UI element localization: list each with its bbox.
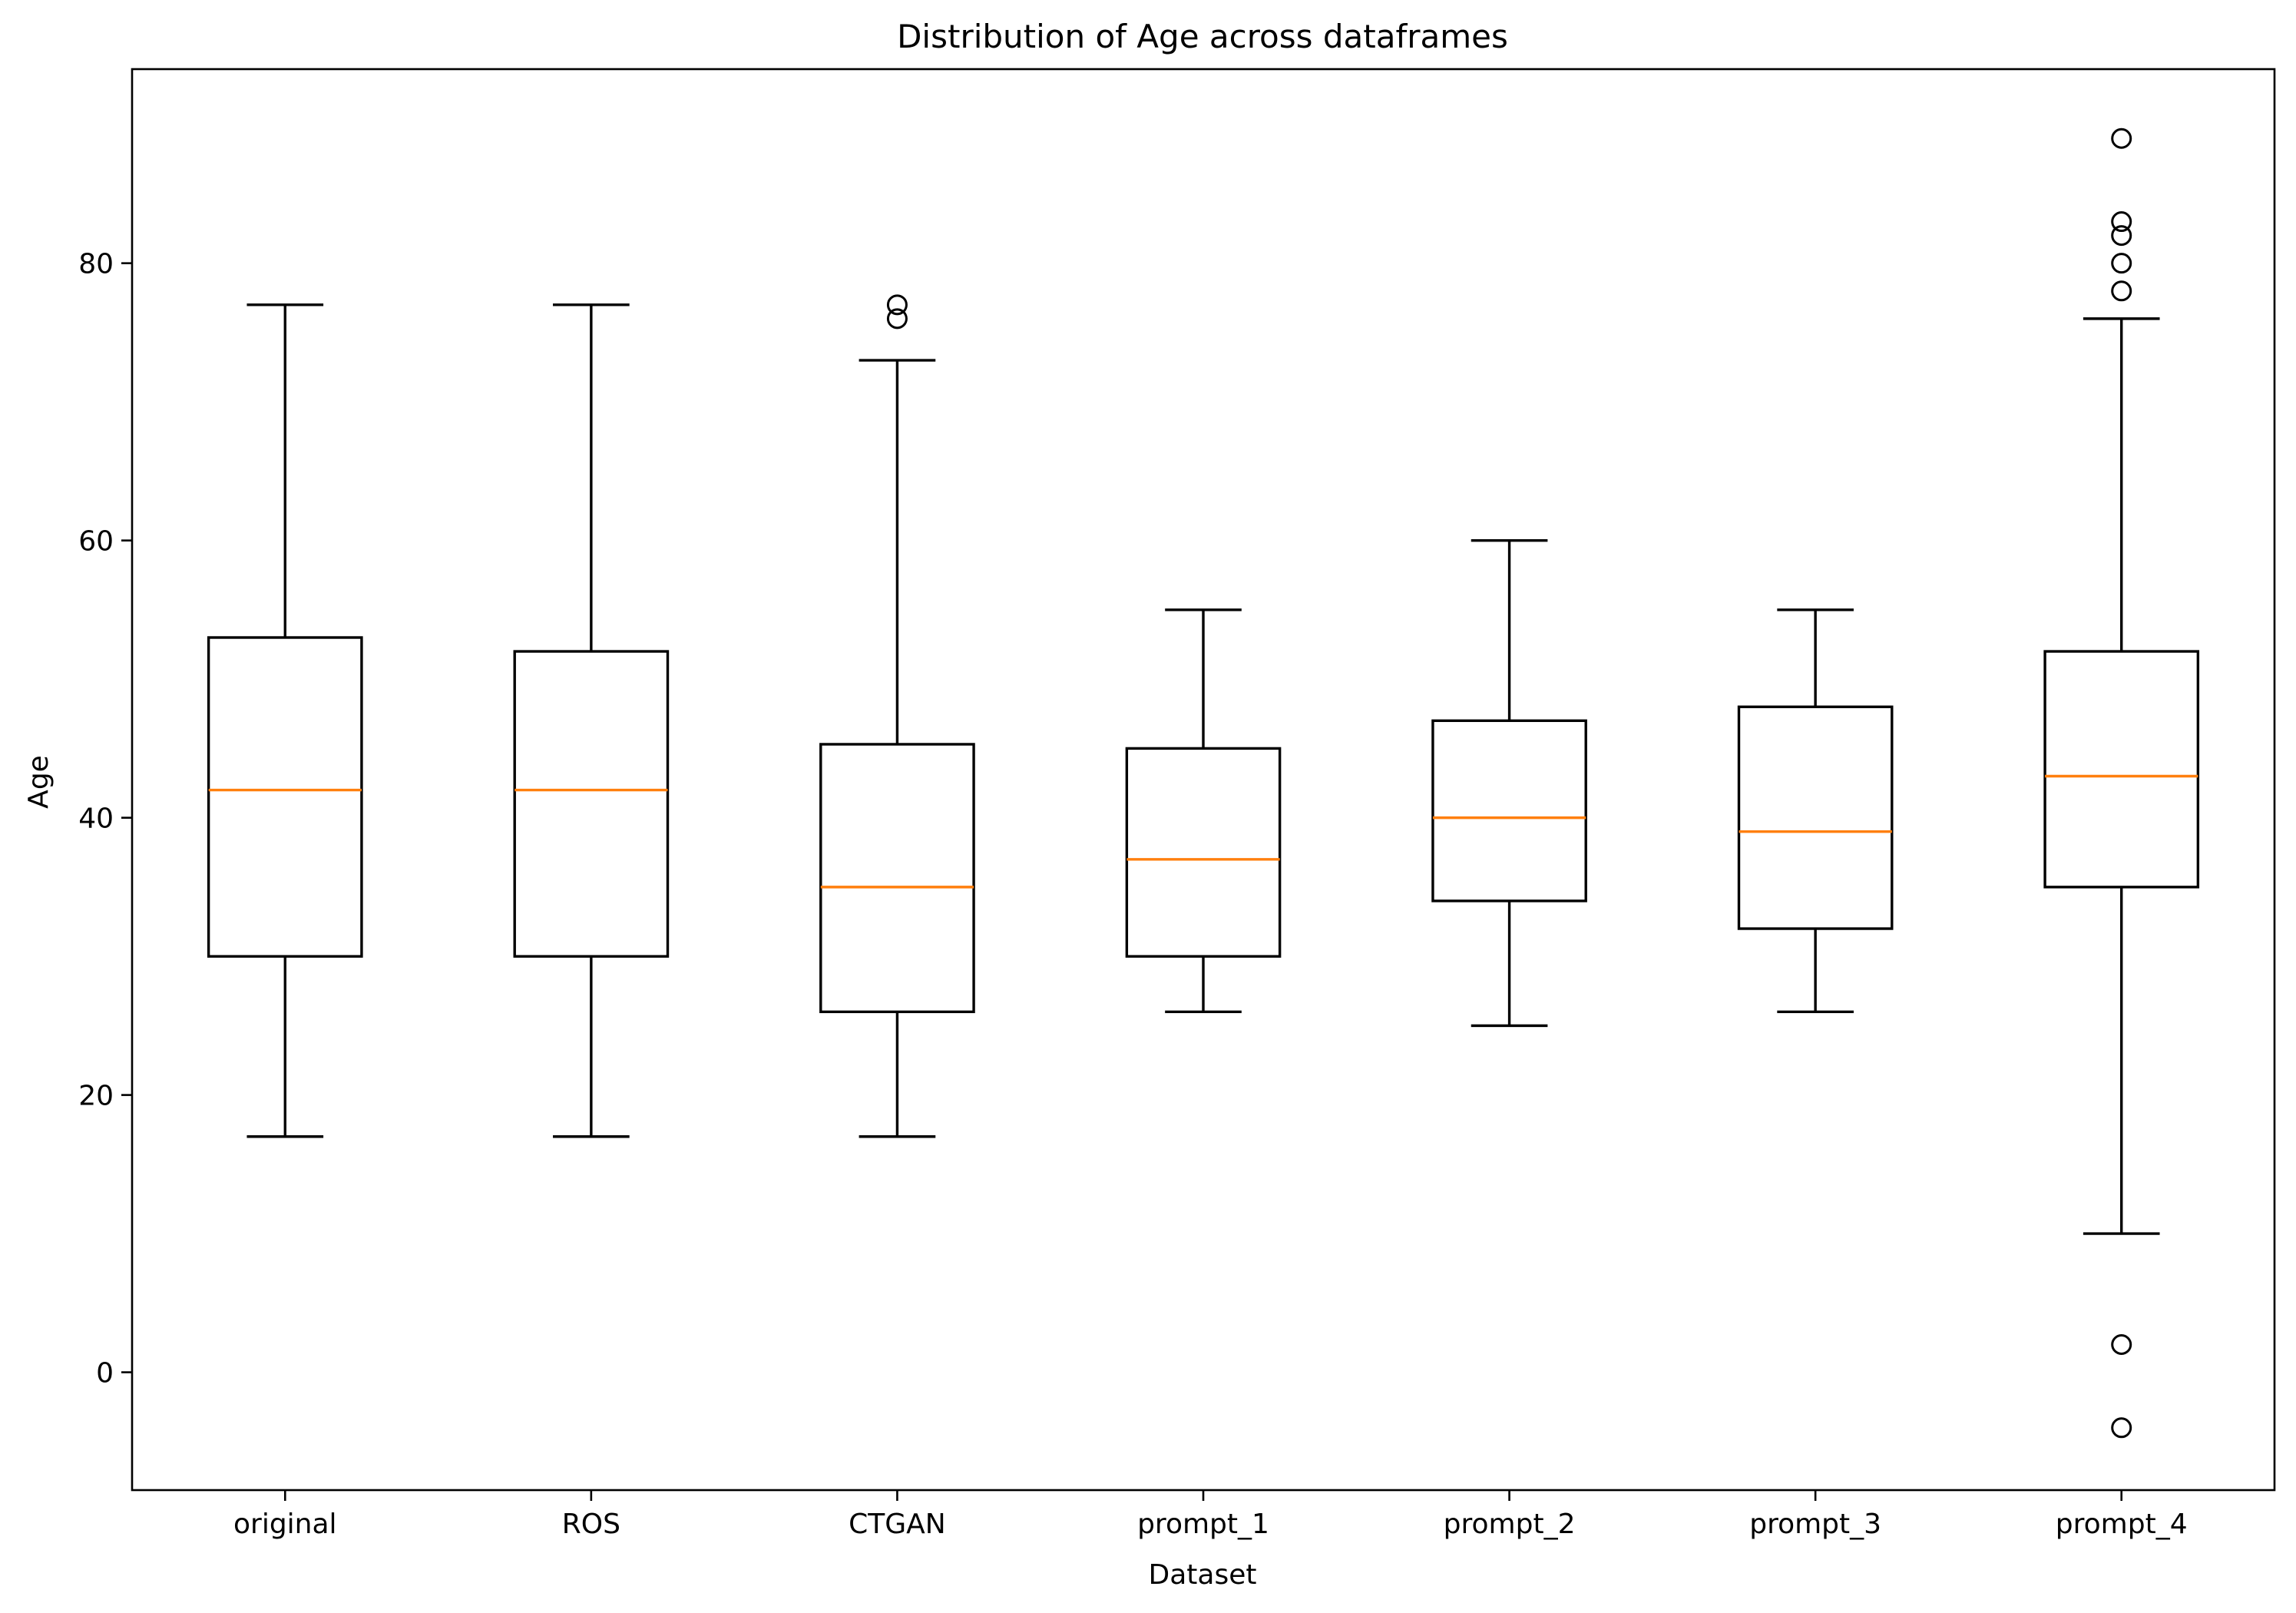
y-tick-label: 0 — [96, 1358, 114, 1389]
y-tick-label: 60 — [78, 526, 114, 558]
x-axis-label: Dataset — [1149, 1559, 1257, 1591]
x-tick-label: prompt_4 — [2056, 1509, 2188, 1540]
box-CTGAN — [819, 743, 975, 1014]
chart-title: Distribution of Age across dataframes — [897, 18, 1508, 55]
outlier-point — [2111, 128, 2132, 149]
outlier-point — [886, 308, 908, 330]
outlier-point — [886, 294, 908, 316]
x-tick-label: prompt_2 — [1444, 1509, 1576, 1540]
box-prompt_1 — [1125, 747, 1282, 958]
box-original — [207, 636, 363, 958]
box-prompt_2 — [1431, 719, 1587, 903]
outlier-point — [2111, 280, 2132, 302]
x-tick-label: original — [233, 1509, 337, 1540]
outlier-point — [2111, 253, 2132, 274]
box-prompt_4 — [2043, 650, 2200, 889]
outlier-point — [2111, 211, 2132, 233]
box-prompt_3 — [1737, 705, 1894, 930]
outlier-point — [2111, 1333, 2132, 1355]
outlier-point — [2111, 225, 2132, 247]
plot-area: 0 20 40 60 80 original ROS CTGAN prompt_1 prompt_… — [78, 68, 2276, 1540]
x-tick-label: prompt_1 — [1137, 1509, 1269, 1540]
x-tick-label: CTGAN — [849, 1509, 946, 1540]
outlier-point — [2111, 1417, 2132, 1439]
x-tick-label: prompt_3 — [1749, 1509, 1881, 1540]
y-axis-label: Age — [23, 755, 55, 809]
x-tick-label: ROS — [562, 1509, 620, 1540]
y-tick-label: 80 — [78, 249, 114, 280]
y-tick-label: 40 — [78, 803, 114, 835]
y-tick-label: 20 — [78, 1081, 114, 1112]
box-ROS — [513, 650, 670, 958]
